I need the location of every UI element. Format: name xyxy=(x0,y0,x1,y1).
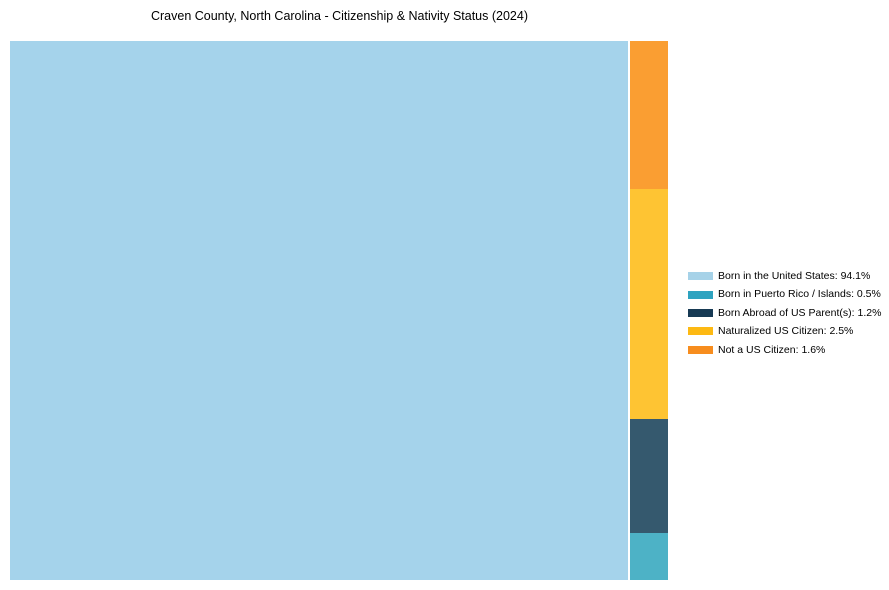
treemap-tile-not-a-us-citizen xyxy=(630,41,668,189)
treemap-tile-naturalized-us-citizen xyxy=(630,189,668,419)
legend-swatch-born-abroad xyxy=(688,308,713,317)
treemap-tile-born-in-puerto-rico-islands xyxy=(630,533,668,580)
treemap-tile-born-abroad-of-us-parents xyxy=(630,419,668,533)
chart-legend: Born in the United States: 94.1% Born in… xyxy=(688,267,881,359)
legend-label: Born Abroad of US Parent(s): 1.2% xyxy=(718,306,882,319)
legend-label: Born in Puerto Rico / Islands: 0.5% xyxy=(718,288,881,301)
legend-label: Not a US Citizen: 1.6% xyxy=(718,343,826,356)
legend-swatch-born-in-us xyxy=(688,272,713,281)
legend-item: Not a US Citizen: 1.6% xyxy=(688,341,881,359)
legend-item: Born in Puerto Rico / Islands: 0.5% xyxy=(688,285,881,303)
legend-item: Born in the United States: 94.1% xyxy=(688,267,881,285)
legend-swatch-puerto-rico-islands xyxy=(688,290,713,299)
treemap-tile-born-in-us xyxy=(10,41,628,580)
legend-item: Born Abroad of US Parent(s): 1.2% xyxy=(688,304,881,322)
legend-label: Naturalized US Citizen: 2.5% xyxy=(718,325,854,338)
legend-swatch-naturalized xyxy=(688,327,713,336)
legend-item: Naturalized US Citizen: 2.5% xyxy=(688,322,881,340)
legend-label: Born in the United States: 94.1% xyxy=(718,269,871,282)
chart-title: Craven County, North Carolina - Citizens… xyxy=(150,9,528,23)
legend-swatch-not-a-us-citizen xyxy=(688,345,713,354)
